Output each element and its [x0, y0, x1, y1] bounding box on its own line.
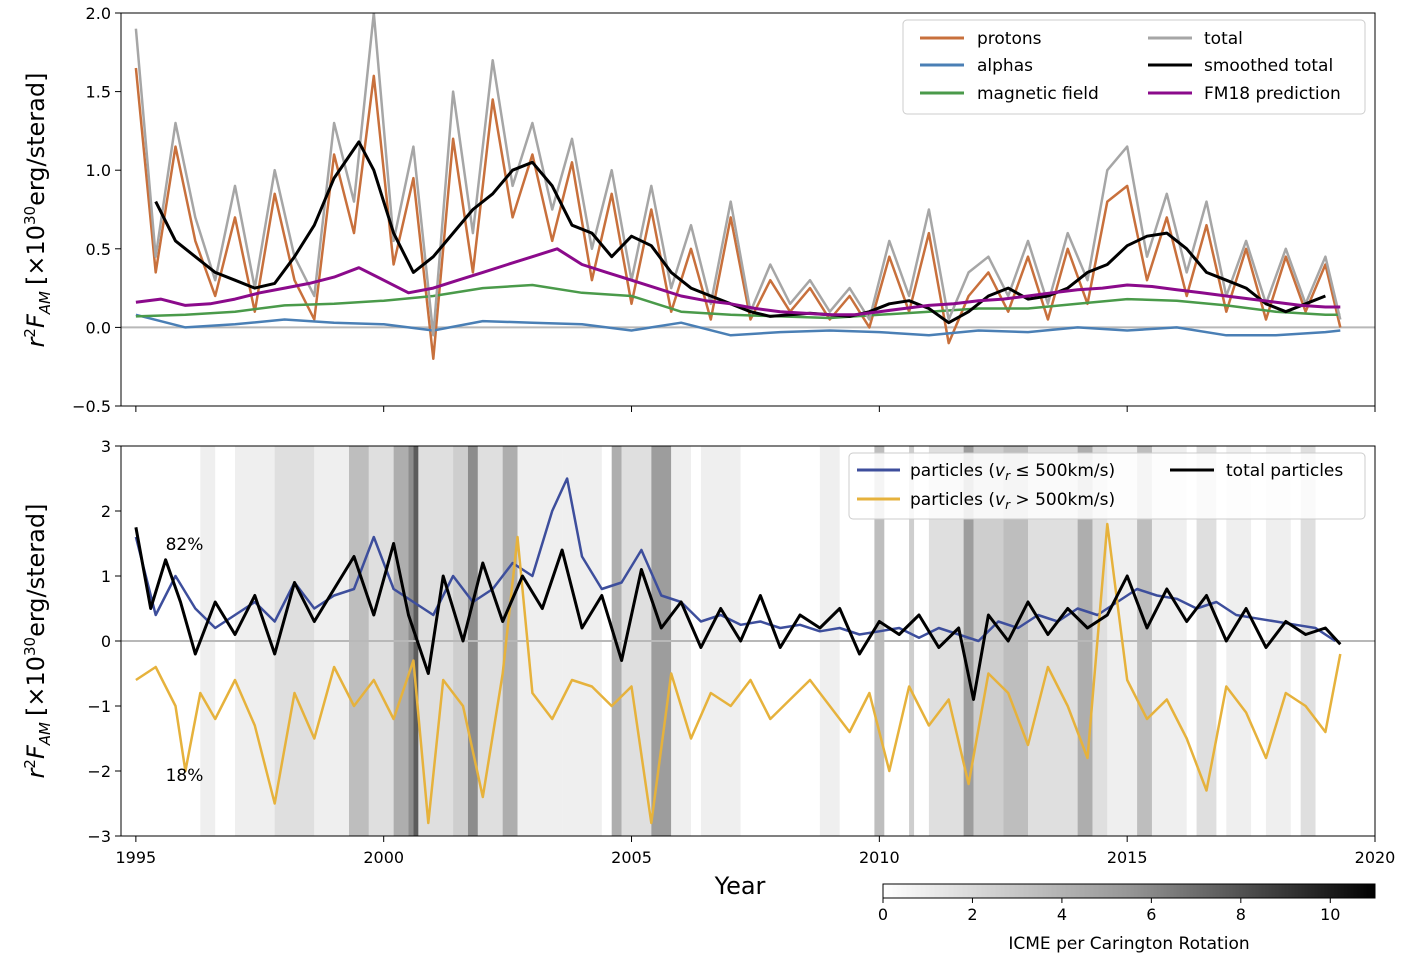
- bottom-panel: 1995 2000 2005 2010 2015 2020 −3 −2 −1 0 1 2 3 r2FA…: [21, 437, 1395, 900]
- bottom-legend: particles (vr ≤ 500km/s) particles (vr >…: [848, 452, 1366, 520]
- bot-ytick-label-3: 0: [101, 632, 111, 651]
- bot-ytick-label-0: −3: [87, 827, 111, 846]
- top-ytick-label-3: 1.0: [86, 161, 111, 180]
- bot-ytick-label-2: −1: [87, 697, 111, 716]
- legend-label-smoothed-total: smoothed total: [1204, 56, 1333, 76]
- series-line-magnetic-field: [135, 283, 1341, 320]
- xtick-label-2005: 2005: [611, 848, 652, 867]
- bottom-series-group: [134, 477, 1342, 825]
- legend-label-fm18: FM18 prediction: [1204, 84, 1341, 104]
- series-line-smoothed-total: [154, 140, 1326, 325]
- colorbar-ticks: 0 2 4 6 8 10: [878, 898, 1340, 924]
- bottom-yticks: −3 −2 −1 0 1 2 3: [87, 437, 121, 846]
- xtick-label-2000: 2000: [363, 848, 404, 867]
- bot-ytick-label-1: −2: [87, 762, 111, 781]
- legend-label-alphas: alphas: [977, 56, 1033, 76]
- top-panel: −0.5 0.0 0.5 1.0 1.5 2.0 r2FAM[×1030erg/stera…: [21, 4, 1376, 416]
- top-ytick-label-4: 1.5: [86, 83, 111, 102]
- colorbar-tick-label-6: 6: [1146, 905, 1156, 924]
- xtick-label-2010: 2010: [859, 848, 900, 867]
- colorbar-tick-label-10: 10: [1320, 905, 1340, 924]
- legend-label-fast-particles: particles (vr > 500km/s): [910, 490, 1115, 512]
- top-legend-box: [902, 19, 1366, 115]
- top-ytick-label-5: 2.0: [86, 4, 111, 23]
- top-ytick-label-1: 0.0: [86, 318, 111, 337]
- bottom-xticks: 1995 2000 2005 2010 2015 2020: [116, 836, 1396, 867]
- annotation-82-percent: 82%: [166, 535, 204, 555]
- top-yticks: −0.5 0.0 0.5 1.0 1.5 2.0: [72, 4, 121, 416]
- colorbar-gradient: [882, 883, 1376, 899]
- top-series-group: [134, 13, 1342, 361]
- top-axes-frame: [120, 12, 1376, 407]
- bottom-legend-box: [848, 452, 1366, 520]
- series-line-fm18-prediction: [135, 247, 1341, 317]
- legend-label-magnetic-field: magnetic field: [977, 84, 1099, 104]
- colorbar-tick-label-0: 0: [878, 905, 888, 924]
- top-ytick-label-0: −0.5: [72, 397, 111, 416]
- colorbar: 0 2 4 6 8 10 ICME per Carington Rotation: [878, 883, 1376, 954]
- series-line-total-particles: [134, 527, 1342, 701]
- bot-ytick-label-6: 3: [101, 437, 111, 456]
- colorbar-label: ICME per Carington Rotation: [1008, 934, 1249, 954]
- legend-label-total-particles: total particles: [1226, 461, 1343, 481]
- series-line-alphas: [135, 313, 1341, 337]
- colorbar-tick-label-2: 2: [967, 905, 977, 924]
- legend-label-protons: protons: [977, 29, 1042, 49]
- bot-ytick-label-4: 1: [101, 567, 111, 586]
- series-line-protons: [134, 67, 1342, 361]
- xtick-label-2015: 2015: [1107, 848, 1148, 867]
- legend-label-total: total: [1204, 29, 1243, 49]
- top-ytick-label-2: 0.5: [86, 240, 111, 259]
- bottom-xlabel: Year: [714, 872, 766, 900]
- bottom-ylabel: r2FAM[×1030erg/sterad]: [21, 504, 54, 779]
- legend-label-slow-particles: particles (vr ≤ 500km/s): [910, 461, 1115, 483]
- xtick-label-1995: 1995: [116, 848, 157, 867]
- xtick-label-2020: 2020: [1355, 848, 1396, 867]
- bot-ytick-label-5: 2: [101, 502, 111, 521]
- series-line-particles-v-r-500km-s: [135, 522, 1342, 825]
- annotation-18-percent: 18%: [166, 766, 204, 786]
- top-xticks: [135, 406, 1376, 412]
- top-legend: protons alphas magnetic field total smoo…: [902, 19, 1366, 115]
- colorbar-tick-label-4: 4: [1057, 905, 1067, 924]
- top-ylabel: r2FAM[×1030erg/sterad]: [21, 73, 54, 348]
- colorbar-tick-label-8: 8: [1236, 905, 1246, 924]
